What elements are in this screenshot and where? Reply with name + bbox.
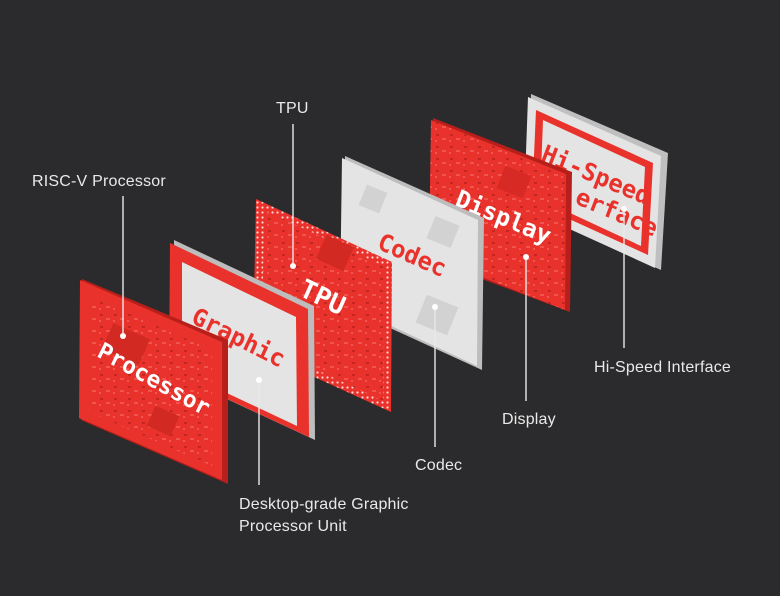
codec-anchor: [432, 304, 438, 310]
graphic-anchor: [256, 377, 262, 383]
graphic-label-line2: Processor Unit: [239, 518, 347, 535]
graphic-label-line1: Desktop-grade Graphic: [239, 496, 409, 513]
hi-speed-anchor: [621, 206, 627, 212]
hi-speed-interface-label: Hi-Speed Interface: [594, 359, 732, 376]
codec-label: Codec: [415, 457, 463, 474]
leader-lines: [120, 124, 627, 485]
display-label: Display: [502, 411, 556, 428]
risc-v-processor-label: RISC-V Processor: [32, 173, 166, 190]
display-anchor: [523, 254, 529, 260]
processor-module: Processor: [79, 279, 228, 484]
tpu-anchor: [290, 263, 296, 269]
tpu-label: TPU: [276, 100, 309, 117]
risc-v-anchor: [120, 333, 126, 339]
